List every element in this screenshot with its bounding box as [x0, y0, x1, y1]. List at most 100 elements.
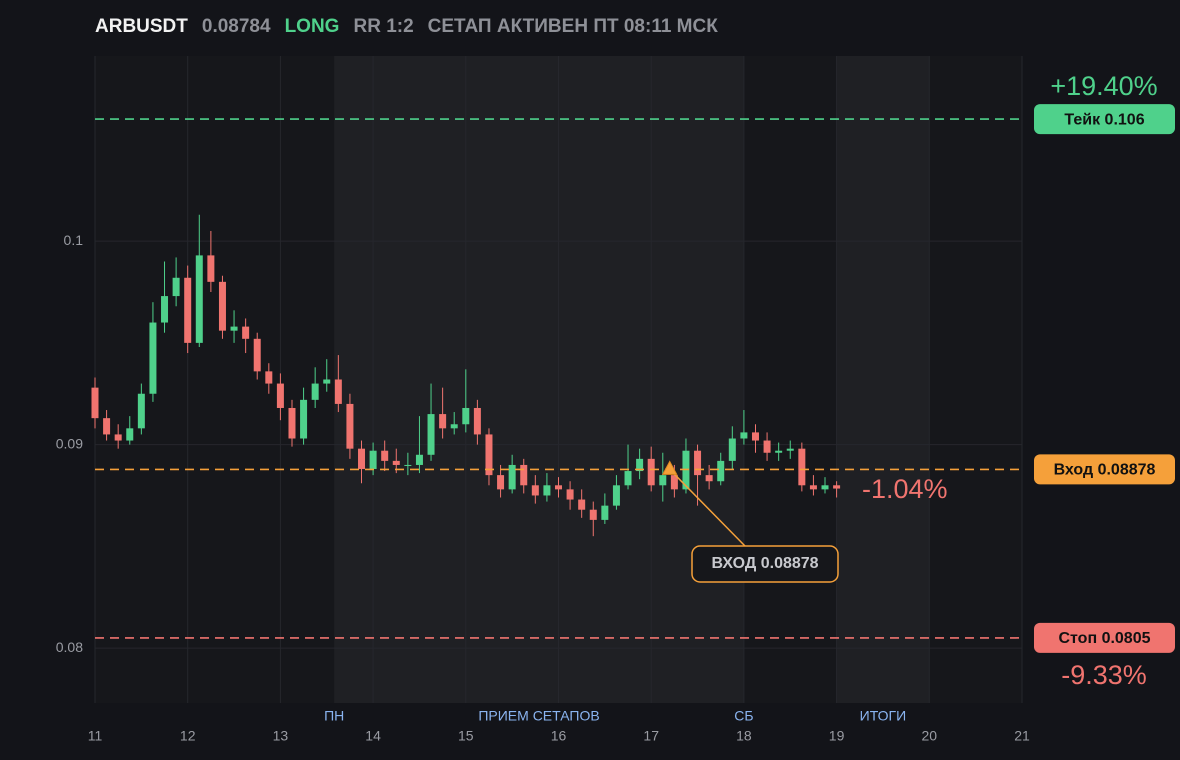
- y-tick-label: 0.09: [56, 435, 83, 451]
- candle-body: [404, 464, 412, 466]
- candle-body: [253, 338, 261, 372]
- candle-body: [91, 387, 99, 419]
- level-change: -9.33%: [1061, 660, 1147, 690]
- candle-body: [415, 454, 423, 465]
- symbol: ARBUSDT: [95, 16, 188, 37]
- candle-body: [612, 485, 620, 506]
- candle-body: [276, 383, 284, 408]
- x-tick-label: 16: [551, 728, 567, 744]
- candle-body: [311, 383, 319, 400]
- candle-body: [114, 434, 122, 441]
- annotation-label: ВХОД 0.08878: [711, 555, 818, 572]
- level-label: Тейк 0.106: [1064, 111, 1144, 128]
- candle-body: [230, 326, 238, 331]
- side: LONG: [284, 16, 340, 37]
- rr: RR 1:2: [353, 16, 414, 37]
- candle-body: [334, 379, 342, 404]
- x-tick-label: 19: [829, 728, 845, 744]
- candle-body: [659, 475, 667, 486]
- candle-body: [427, 414, 435, 455]
- candle-body: [439, 414, 447, 429]
- candle-body: [207, 255, 215, 282]
- x-tick-label: 15: [458, 728, 474, 744]
- candle-body: [485, 434, 493, 476]
- annotation-leader: [669, 468, 746, 547]
- session-band: [836, 56, 930, 703]
- level-change: -1.04%: [862, 474, 948, 504]
- x-tick-label: 12: [180, 728, 196, 744]
- candle-body: [300, 399, 308, 439]
- candle-body: [775, 450, 783, 453]
- level-change: +19.40%: [1050, 71, 1157, 101]
- candle-body: [751, 432, 759, 441]
- entry-marker: [661, 460, 678, 475]
- candle-body: [265, 371, 273, 384]
- header: ARBUSDT 0.08784 LONG RR 1:2 СЕТАП АКТИВЕ…: [95, 16, 718, 38]
- candle-body: [705, 475, 713, 482]
- candle-body: [392, 460, 400, 465]
- candle-body: [497, 475, 505, 490]
- candle-body: [358, 448, 366, 470]
- annotation-box: [691, 545, 839, 583]
- candle-body: [717, 460, 725, 482]
- status: СЕТАП АКТИВЕН ПТ 08:11 МСК: [427, 16, 718, 37]
- candle-body: [184, 277, 192, 343]
- candle-body: [555, 485, 562, 490]
- candle-body: [450, 424, 458, 429]
- level-label: Вход 0.08878: [1054, 462, 1156, 479]
- candle-body: [798, 448, 806, 486]
- candle-body: [589, 509, 597, 520]
- candle-body: [543, 485, 551, 496]
- candle-body: [809, 485, 817, 490]
- x-tick-label: 21: [1014, 728, 1030, 744]
- candle-body: [473, 407, 481, 435]
- session-label: ПРИЕМ СЕТАПОВ: [478, 708, 599, 724]
- candle-body: [740, 432, 748, 439]
- session-label: ИТОГИ: [860, 708, 907, 724]
- candle-body: [531, 485, 539, 496]
- candle-body: [508, 464, 516, 490]
- y-tick-label: 0.1: [64, 232, 84, 248]
- session-band: [334, 56, 744, 703]
- candle-body: [821, 485, 829, 490]
- candle-body: [346, 403, 354, 449]
- candle-body: [242, 326, 250, 339]
- candle-body: [520, 464, 528, 486]
- level-badge: [1034, 622, 1175, 653]
- level-label: Стоп 0.0805: [1059, 630, 1151, 647]
- candle-body: [786, 448, 794, 451]
- candle-body: [195, 255, 203, 343]
- candle-body: [624, 471, 632, 486]
- session-end-label: СБ: [734, 708, 753, 724]
- level-badge: [1034, 104, 1175, 135]
- candle-body: [381, 450, 389, 461]
- price: 0.08784: [201, 16, 271, 37]
- candle-body: [161, 296, 169, 323]
- candle-body: [103, 418, 111, 435]
- level-badge: [1034, 454, 1175, 485]
- candle-body: [647, 458, 655, 486]
- x-tick-label: 14: [365, 728, 381, 744]
- candle-body: [369, 450, 377, 470]
- candle-body: [566, 489, 574, 500]
- x-tick-label: 13: [273, 728, 289, 744]
- candle-body: [728, 438, 736, 461]
- x-tick-label: 17: [643, 728, 659, 744]
- x-tick-label: 18: [736, 728, 752, 744]
- y-tick-label: 0.08: [56, 639, 83, 655]
- candle-body: [218, 281, 226, 331]
- candle-body: [288, 407, 296, 439]
- candle-body: [694, 450, 702, 476]
- candle-body: [763, 440, 771, 453]
- candle-body: [149, 322, 157, 394]
- candle-body: [578, 499, 586, 510]
- candle-body: [126, 428, 134, 441]
- candle-body: [462, 407, 470, 425]
- candle-body: [172, 277, 180, 297]
- x-tick-label: 11: [88, 728, 103, 744]
- candle-body: [670, 475, 678, 490]
- candle-body: [601, 505, 609, 520]
- candle-body: [137, 393, 145, 429]
